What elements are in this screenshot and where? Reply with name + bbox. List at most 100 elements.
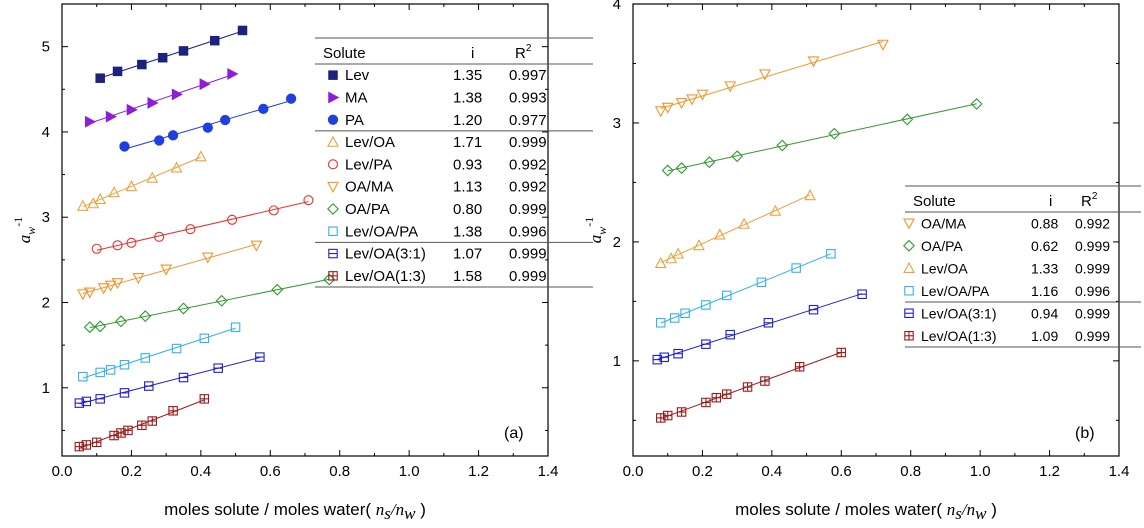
fit-line <box>661 195 810 263</box>
legend-header-r2: R2 <box>515 43 532 62</box>
data-point <box>827 250 835 258</box>
legend-marker <box>904 263 914 272</box>
legend-i-value: 0.62 <box>1031 238 1058 254</box>
data-point <box>259 104 268 113</box>
y-tick-label: 1 <box>613 353 621 370</box>
series-lev-oa-1-3- <box>75 395 208 451</box>
data-point <box>120 142 129 151</box>
legend-r2-value: 0.999 <box>509 134 547 151</box>
legend-solute-name: Lev/OA(3:1) <box>345 246 426 263</box>
x-tick-label: 0.0 <box>52 463 73 480</box>
chart-panel-a: 0.0 0.2 0.4 0.6 0.8 1.0 1.2 1.4 1 2 3 4 5 moles solut… <box>11 4 593 523</box>
series-lev <box>96 26 247 82</box>
data-point <box>148 98 157 108</box>
x-axis-label: moles solute / moles water( ns/nw ) <box>735 500 997 523</box>
fit-line <box>83 328 236 378</box>
data-point <box>251 241 261 250</box>
x-tick-label: 1.2 <box>468 463 489 480</box>
data-point <box>287 94 296 103</box>
legend-marker <box>328 115 337 124</box>
y-tick-label: 1 <box>42 380 50 397</box>
legend-marker <box>329 227 337 235</box>
legend-marker <box>904 241 914 251</box>
data-point <box>86 117 95 127</box>
legend-marker <box>329 249 337 257</box>
legend-i-value: 0.93 <box>453 156 482 173</box>
series-ma <box>86 69 238 127</box>
legend-marker <box>905 332 913 340</box>
y-tick-label: 4 <box>613 0 621 13</box>
data-point <box>196 151 206 160</box>
data-point <box>231 323 239 331</box>
legend-marker <box>328 137 338 146</box>
data-point <box>172 89 181 99</box>
legend-solute-name: OA/PA <box>921 238 963 254</box>
legend-solute-name: OA/PA <box>345 201 390 218</box>
data-point <box>702 398 710 406</box>
legend-r2-value: 0.999 <box>509 246 547 263</box>
data-point <box>837 348 845 356</box>
panel-label: (b) <box>1075 425 1095 442</box>
y-tick-label: 5 <box>42 39 50 56</box>
legend-marker <box>904 219 914 228</box>
legend-header-solute: Solute <box>913 193 956 210</box>
legend-solute-name: OA/MA <box>921 215 967 231</box>
legend-solute-name: Lev <box>345 67 370 84</box>
legend-r2-value: 0.996 <box>509 223 547 240</box>
data-point <box>200 79 209 89</box>
legend-solute-name: Lev/PA <box>345 156 392 173</box>
data-point <box>203 123 212 132</box>
legend-r2-value: 0.992 <box>1075 215 1110 231</box>
series-lev-oa-3-1- <box>653 290 866 364</box>
series-oa-ma <box>656 40 888 116</box>
data-point <box>221 115 230 124</box>
data-point <box>656 258 666 267</box>
y-tick-label: 3 <box>613 115 621 132</box>
legend: Solute i R2Lev 1.35 0.997MA 1.38 0.993PA 1.20 0.… <box>315 38 593 287</box>
legend-i-value: 0.94 <box>1031 305 1058 321</box>
data-point <box>214 364 222 372</box>
legend-r2-value: 0.992 <box>509 179 547 196</box>
legend-header-i: i <box>1049 193 1052 210</box>
data-point <box>93 438 101 446</box>
legend-i-value: 1.38 <box>453 223 482 240</box>
series-lev-oa <box>656 190 815 267</box>
fit-line <box>661 254 831 323</box>
data-point <box>120 389 128 397</box>
data-point <box>712 394 720 402</box>
series-lev-pa <box>92 196 313 254</box>
fit-line <box>657 294 862 360</box>
x-tick-label: 1.4 <box>1109 463 1130 480</box>
data-point <box>168 131 177 140</box>
x-tick-label: 0.4 <box>761 463 782 480</box>
legend-r2-value: 0.992 <box>509 156 547 173</box>
x-tick-label: 0.4 <box>190 463 211 480</box>
y-tick-label: 4 <box>42 124 50 141</box>
legend-solute-name: Lev/OA <box>921 260 968 276</box>
legend-i-value: 0.88 <box>1031 215 1058 231</box>
x-tick-label: 1.0 <box>970 463 991 480</box>
legend-solute-name: Lev/OA/PA <box>345 223 418 240</box>
data-point <box>96 74 104 82</box>
y-tick-label: 2 <box>613 234 621 251</box>
legend-i-value: 1.16 <box>1031 283 1058 299</box>
data-point <box>743 383 751 391</box>
data-point <box>702 340 710 348</box>
legend-r2-value: 0.999 <box>1075 305 1110 321</box>
x-tick-label: 0.0 <box>623 463 644 480</box>
data-point <box>761 377 769 385</box>
data-point <box>211 36 219 44</box>
data-point <box>179 47 187 55</box>
data-point <box>106 112 115 122</box>
data-point <box>795 363 803 371</box>
legend-i-value: 1.07 <box>453 246 482 263</box>
data-point <box>677 408 685 416</box>
x-tick-label: 0.6 <box>260 463 281 480</box>
legend-solute-name: MA <box>345 89 368 106</box>
legend-header-solute: Solute <box>323 45 366 62</box>
data-point <box>155 136 164 145</box>
series-lev-oa <box>78 151 206 210</box>
series-lev-oa-1-3- <box>657 348 846 422</box>
y-tick-label: 2 <box>42 294 50 311</box>
